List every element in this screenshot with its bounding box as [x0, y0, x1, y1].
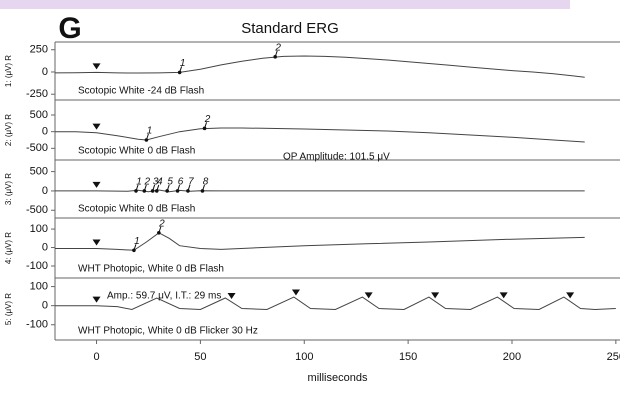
stimulus-marker [566, 292, 574, 298]
x-tick-label: 0 [93, 351, 99, 363]
y-tick-label: 500 [30, 166, 48, 178]
y-axis-label: 2: (μV) R [4, 114, 13, 146]
trace-label: Scotopic White 0 dB Flash [78, 204, 195, 215]
stimulus-marker [500, 292, 508, 298]
chart-title: Standard ERG [241, 20, 339, 37]
y-tick-label: 500 [30, 109, 48, 121]
stimulus-marker [93, 182, 101, 188]
y-tick-label: 0 [42, 300, 48, 312]
peak-label: 4 [157, 177, 163, 188]
y-axis-label: 4: (μV) R [4, 232, 13, 264]
trace-label: Scotopic White -24 dB Flash [78, 86, 204, 97]
y-tick-label: 0 [42, 185, 48, 197]
trace [55, 56, 585, 77]
y-tick-label: -500 [26, 204, 48, 216]
y-tick-label: -100 [26, 319, 48, 331]
y-tick-label: 250 [30, 44, 48, 56]
peak-label: 7 [188, 177, 194, 188]
trace-label: WHT Photopic, White 0 dB Flash [78, 264, 224, 275]
stimulus-marker [93, 239, 101, 245]
stimulus-marker [292, 290, 300, 296]
y-tick-label: 0 [42, 66, 48, 78]
peak-label: 1 [180, 58, 186, 69]
peak-label: 1 [147, 126, 153, 137]
x-tick-label: 150 [399, 351, 417, 363]
y-tick-label: -500 [26, 142, 48, 154]
y-tick-label: -250 [26, 88, 48, 100]
stimulus-marker [93, 297, 101, 303]
y-tick-label: 0 [42, 126, 48, 138]
trace-label: Scotopic White 0 dB Flash [78, 146, 195, 157]
trace-label: WHT Photopic, White 0 dB Flicker 30 Hz [78, 326, 258, 337]
y-tick-label: 100 [30, 280, 48, 292]
x-tick-label: 200 [503, 351, 521, 363]
panel-label: G [58, 12, 81, 45]
stimulus-marker [431, 292, 439, 298]
y-axis-label: 1: (μV) R [4, 55, 13, 87]
decor-strip [0, 0, 570, 9]
peak-label: 1 [136, 177, 142, 188]
peak-label: 1 [134, 236, 140, 247]
y-tick-label: 100 [30, 223, 48, 235]
y-tick-label: -100 [26, 260, 48, 272]
x-axis-label: milliseconds [308, 372, 368, 384]
y-tick-label: 0 [42, 241, 48, 253]
y-axis-label: 5: (μV) R [4, 293, 13, 325]
trace [55, 128, 585, 142]
peak-label: 2 [144, 177, 151, 188]
peak-label: 2 [204, 114, 211, 125]
peak-label: 8 [203, 177, 209, 188]
annotation: Amp.: 59.7 μV, I.T.: 29 ms [107, 291, 221, 302]
y-axis-label: 3: (μV) R [4, 173, 13, 205]
stimulus-marker [93, 63, 101, 69]
stimulus-marker [228, 293, 236, 299]
stimulus-marker [365, 292, 373, 298]
peak-label: 2 [274, 42, 281, 53]
x-tick-label: 250 [607, 351, 620, 363]
x-tick-label: 100 [295, 351, 313, 363]
peak-label: 2 [158, 218, 165, 229]
annotation: OP Amplitude: 101.5 μV [283, 152, 390, 163]
x-tick-label: 50 [194, 351, 206, 363]
peak-label: 5 [167, 177, 173, 188]
peak-label: 6 [178, 177, 184, 188]
stimulus-marker [93, 124, 101, 130]
chart: G Standard ERG 2500-2501: (μV) R12Scotop… [0, 0, 620, 397]
